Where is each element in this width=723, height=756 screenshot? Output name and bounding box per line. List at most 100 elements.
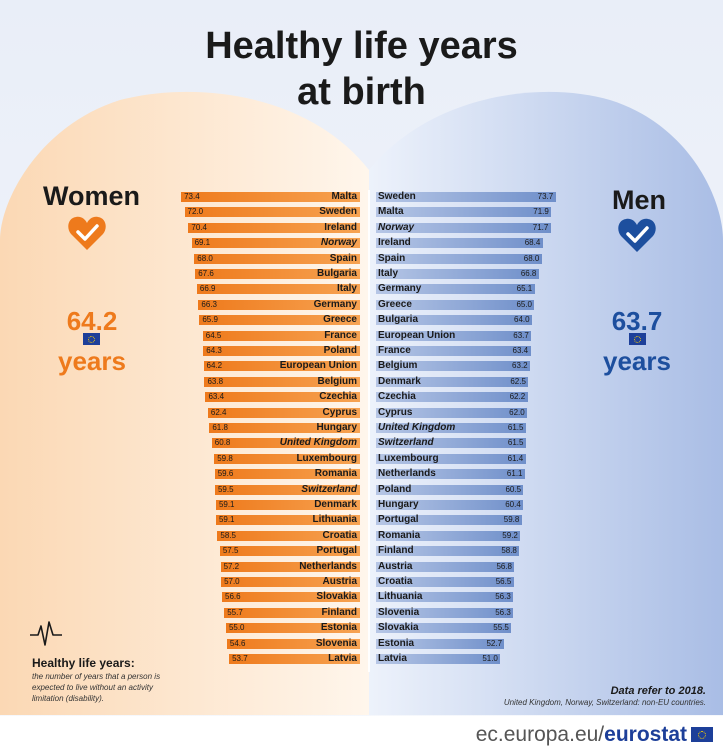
eu-flag-icon-women [83,333,100,345]
women-value-label-7: 66.3 [201,299,217,309]
women-category-label-19: Switzerland [301,483,357,495]
women-category-label-12: Belgium [317,375,357,387]
women-value-label-17: 59.8 [217,453,233,463]
men-bar-5 [376,269,539,279]
men-category-label-9: European Union [378,329,456,341]
women-value-label-2: 70.4 [191,222,207,232]
women-category-label-16: United Kingdom [279,437,357,449]
women-value-label-6: 66.9 [199,284,216,294]
women-value-label-30: 53.7 [232,654,248,663]
women-category-label-5: Bulgaria [316,268,357,279]
men-category-label-11: Belgium [378,360,418,372]
men-category-label-17: Luxembourg [378,452,439,464]
men-value-label-20: 60.4 [505,500,521,509]
women-bar-10 [203,346,360,356]
women-category-label-4: Spain [329,252,357,264]
women-value-label-23: 57.5 [222,546,239,556]
men-bar-1 [376,207,552,218]
men-value-label-6: 65.1 [516,284,533,294]
women-value-label-28: 55.0 [228,623,245,633]
women-value-label-13: 63.4 [208,392,225,402]
women-bar-3 [191,238,360,249]
title-line-2: at birth [297,71,426,113]
women-category-label-7: Germany [313,298,357,310]
center-divider [368,190,370,672]
men-category-label-6: Germany [378,283,422,295]
women-bar-28 [225,623,360,634]
men-category-label-5: Italy [378,268,399,279]
men-bar-0 [376,192,556,202]
women-value-label-5: 67.6 [198,269,214,278]
men-category-label-15: United Kingdom [378,422,456,433]
men-value-label-5: 66.8 [520,269,537,278]
women-value-label-24: 57.2 [223,561,240,571]
women-value-label-10: 64.3 [206,346,222,355]
women-category-label-28: Estonia [320,622,357,634]
women-category-label-2: Ireland [324,221,357,233]
women-bar-4 [194,253,360,264]
men-bar-21 [376,515,522,526]
men-category-label-13: Czechia [378,391,416,403]
men-bar-15 [376,423,526,433]
women-bar-7 [198,299,360,310]
men-value-label-8: 64.0 [514,315,530,325]
men-value-label-1: 71.9 [533,207,549,217]
men-bar-2 [376,222,551,233]
women-value-label-8: 65.9 [202,315,218,325]
men-category-label-29: Estonia [378,637,415,649]
men-label: Men [612,185,666,215]
men-value-label-23: 58.8 [501,546,517,556]
women-category-label-6: Italy [336,283,357,295]
women-bar-26 [222,592,360,603]
footer-url-brand: eurostat [604,723,687,746]
women-bar-1 [184,207,360,218]
women-category-label-8: Greece [323,314,357,326]
women-value-label-4: 68.0 [197,253,213,263]
men-value-label-2: 71.7 [532,222,549,232]
women-bar-18 [214,469,360,480]
women-category-label-11: European Union [279,360,357,372]
women-value-label-0: 73.4 [184,192,200,201]
women-bar-13 [205,392,360,403]
men-category-label-20: Hungary [378,499,419,510]
men-value-label-26: 56.3 [495,592,511,602]
men-value-label-16: 61.5 [507,438,524,448]
men-bar-13 [376,392,528,403]
men-bar-7 [376,299,535,310]
women-value-label-14: 62.4 [210,407,227,417]
men-value-label-25: 56.5 [495,577,512,586]
women-category-label-26: Slovakia [316,591,357,603]
men-value-label-12: 62.5 [510,376,526,386]
men-bar-26 [376,592,514,603]
women-category-label-10: Poland [323,345,357,356]
eu-flag-icon-footer [691,727,713,742]
women-bar-9 [202,330,360,341]
women-bar-8 [199,315,360,326]
men-bar-11 [376,361,531,372]
women-bar-6 [196,284,360,295]
women-category-label-30: Latvia [328,653,357,664]
men-bar-23 [376,546,520,557]
footer-url[interactable]: ec.europa.eu/eurostat [476,723,687,747]
women-bar-14 [207,407,360,418]
men-category-label-8: Bulgaria [378,314,419,326]
data-refer: Data refer to 2018. [610,685,706,697]
men-category-label-10: France [378,345,411,356]
women-bar-19 [214,484,360,495]
men-bar-25 [376,577,514,587]
men-value-label-7: 65.0 [516,299,533,309]
men-category-label-18: Netherlands [378,468,436,480]
footer-url-prefix: ec.europa.eu/ [475,723,605,746]
men-average-value: 63.7 [611,306,663,336]
note-title: Healthy life years: [32,656,135,670]
men-bar-4 [376,253,542,264]
women-category-label-24: Netherlands [299,560,357,572]
men-value-label-15: 61.5 [507,423,524,432]
women-value-label-12: 63.8 [207,376,224,386]
men-category-label-26: Lithuania [378,591,423,603]
women-value-label-9: 64.5 [205,330,222,340]
women-category-label-17: Luxembourg [296,452,357,464]
title-line-1: Healthy life years [205,25,518,67]
women-bar-12 [204,376,360,387]
men-category-label-4: Spain [378,252,406,264]
